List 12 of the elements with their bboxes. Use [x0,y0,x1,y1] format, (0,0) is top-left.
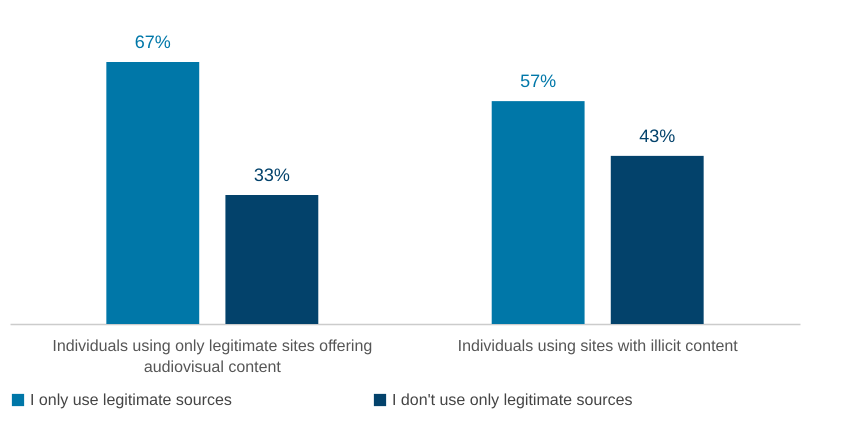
bar [610,156,704,324]
legend-label: I don't use only legitimate sources [392,392,633,409]
data-label: 43% [639,126,676,146]
data-label: 33% [254,164,290,185]
x-tick-label: Individuals using sites with illicit content [458,338,738,355]
bar [106,62,200,324]
bar [225,194,318,324]
data-label: 57% [520,71,556,92]
legend-label: I only use legitimate sources [30,392,232,409]
x-tick-label: Individuals using only legitimate sites offering audiovisual content [52,338,372,376]
data-label: 67% [134,32,171,52]
bar [492,101,585,324]
